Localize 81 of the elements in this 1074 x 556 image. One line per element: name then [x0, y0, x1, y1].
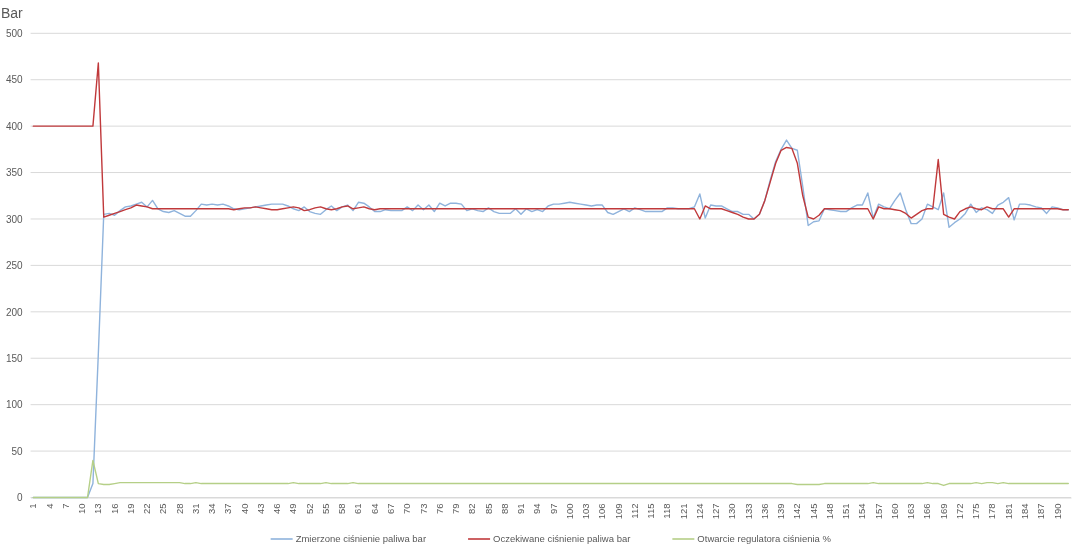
x-tick-label: 118 — [661, 503, 673, 519]
x-tick-label: 130 — [726, 503, 738, 520]
x-tick-label: 7 — [59, 503, 71, 509]
x-tick-label: 139 — [775, 503, 787, 520]
x-tick-label: 73 — [417, 503, 429, 515]
x-tick-label: 61 — [352, 503, 364, 515]
x-tick-label: 52 — [303, 503, 315, 515]
y-tick-label: 500 — [5, 28, 24, 39]
x-tick-label: 103 — [580, 503, 592, 520]
x-tick-label: 151 — [840, 503, 852, 520]
x-tick-label: 106 — [596, 503, 608, 520]
x-tick-label: 4 — [43, 503, 55, 509]
legend-label: Zmierzone ciśnienie paliwa bar — [295, 533, 427, 545]
x-tick-label: 148 — [823, 503, 835, 520]
x-tick-label: 184 — [1018, 503, 1030, 520]
x-tick-label: 40 — [238, 503, 250, 515]
x-tick-label: 67 — [384, 503, 396, 515]
y-tick-label: 400 — [5, 120, 24, 132]
x-tick-label: 181 — [1002, 503, 1014, 520]
x-tick-label: 154 — [856, 503, 868, 520]
y-axis-title: Bar — [1, 5, 24, 21]
y-tick-label: 50 — [11, 445, 24, 457]
x-tick-label: 58 — [336, 503, 348, 515]
x-tick-label: 13 — [92, 503, 104, 515]
x-tick-label: 31 — [189, 503, 201, 515]
x-tick-label: 82 — [466, 503, 478, 515]
x-tick-label: 169 — [937, 503, 949, 520]
x-tick-label: 88 — [498, 503, 510, 515]
x-tick-label: 100 — [563, 503, 575, 520]
x-tick-label: 157 — [872, 503, 884, 520]
x-tick-label: 127 — [710, 503, 722, 520]
x-tick-label: 175 — [970, 503, 982, 520]
x-tick-label: 49 — [287, 503, 299, 515]
x-tick-label: 37 — [222, 503, 234, 515]
x-tick-label: 187 — [1035, 503, 1047, 520]
legend-label: Otwarcie regulatora ciśnienia % — [697, 533, 832, 545]
x-tick-label: 136 — [758, 503, 770, 520]
y-tick-label: 100 — [5, 399, 24, 411]
x-tick-label: 97 — [547, 503, 559, 515]
x-tick-label: 190 — [1051, 503, 1063, 520]
x-tick-label: 166 — [921, 503, 933, 520]
x-tick-label: 55 — [319, 503, 331, 515]
x-tick-label: 112 — [628, 503, 640, 519]
x-tick-label: 28 — [173, 503, 185, 515]
legend-label: Oczekiwane ciśnienie paliwa bar — [493, 533, 631, 545]
x-tick-label: 79 — [450, 503, 462, 515]
x-tick-label: 115 — [645, 503, 657, 519]
y-tick-label: 200 — [5, 306, 24, 318]
x-tick-label: 43 — [254, 503, 266, 515]
x-tick-label: 94 — [531, 503, 543, 515]
x-tick-label: 70 — [401, 503, 413, 515]
x-tick-label: 34 — [206, 503, 218, 515]
y-tick-label: 300 — [5, 213, 24, 225]
x-tick-label: 133 — [742, 503, 754, 520]
y-tick-label: 350 — [5, 167, 24, 179]
y-tick-label: 450 — [5, 74, 24, 86]
x-tick-label: 22 — [141, 503, 153, 515]
x-tick-label: 91 — [515, 503, 527, 515]
line-series — [32, 62, 1069, 220]
x-tick-label: 121 — [677, 503, 689, 520]
x-tick-label: 124 — [693, 503, 705, 520]
x-tick-label: 10 — [76, 503, 88, 515]
x-tick-label: 19 — [124, 503, 136, 515]
x-tick-label: 163 — [905, 503, 917, 520]
y-tick-label: 0 — [17, 492, 24, 504]
x-tick-label: 178 — [986, 503, 998, 520]
x-tick-label: 76 — [433, 503, 445, 515]
x-tick-label: 16 — [108, 503, 120, 515]
x-tick-label: 145 — [807, 503, 819, 520]
y-tick-label: 150 — [5, 352, 24, 364]
x-tick-label: 25 — [157, 503, 169, 515]
x-tick-label: 1 — [27, 503, 39, 509]
x-tick-label: 172 — [953, 503, 965, 520]
y-tick-label: 250 — [5, 260, 24, 272]
x-tick-label: 85 — [482, 503, 494, 515]
x-tick-label: 142 — [791, 503, 803, 520]
line-series — [32, 459, 1069, 499]
x-tick-label: 109 — [612, 503, 624, 520]
x-tick-label: 46 — [271, 503, 283, 515]
x-tick-label: 160 — [888, 503, 900, 520]
x-tick-label: 64 — [368, 503, 380, 515]
